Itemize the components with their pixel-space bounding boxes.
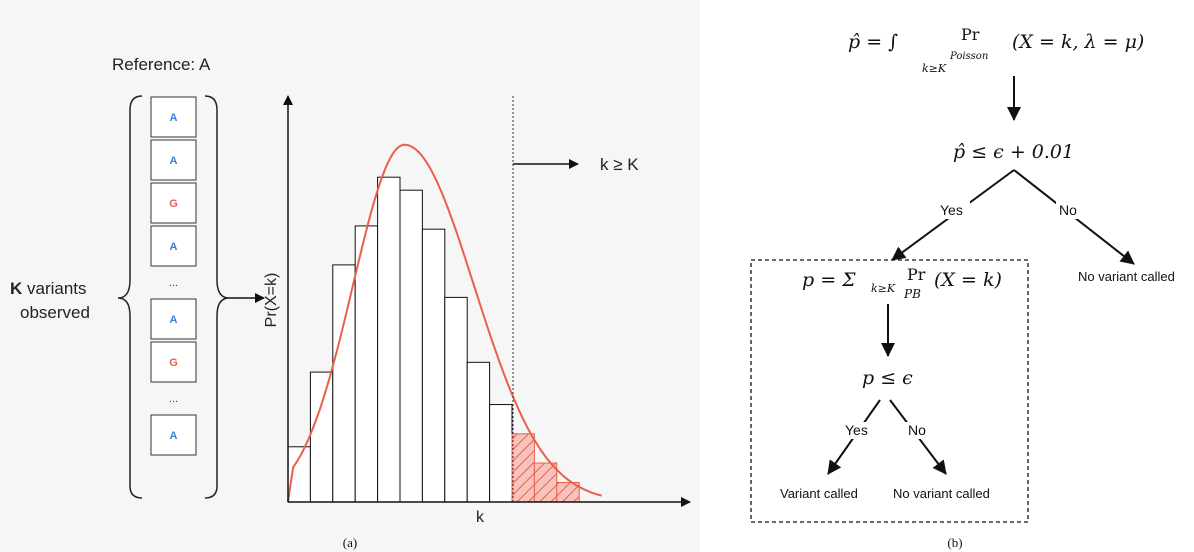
read-box — [150, 182, 197, 224]
variants-label-line2: observed — [20, 303, 90, 322]
histogram-bar — [466, 361, 491, 503]
histogram-bar — [309, 371, 334, 503]
no-label-2: No — [908, 422, 926, 438]
read-box — [150, 96, 197, 138]
formula-1-lhs: p̂ = ∫ — [848, 31, 898, 53]
formula-3-op: Pr — [907, 265, 926, 284]
threshold-label: k ≥ K — [600, 155, 639, 174]
read-box — [150, 414, 197, 456]
histogram-bar — [377, 176, 401, 503]
formula-1-sub: k≥K — [922, 62, 947, 75]
no-2-bg — [904, 422, 932, 439]
yes-2-bg — [842, 422, 874, 439]
distribution-curve — [287, 143, 602, 503]
variant-called: Variant called — [780, 486, 858, 501]
caption-a: (a) — [343, 535, 357, 550]
left-brace — [117, 95, 143, 499]
read-box — [150, 225, 197, 267]
yes-label-2: Yes — [845, 422, 868, 438]
x-axis-label: k — [476, 509, 485, 526]
formula-3-op-sub: PB — [903, 287, 921, 301]
variants-label-rest: variants — [22, 279, 86, 298]
read-reference-base: A — [170, 241, 178, 253]
formula-1-args: (X = k, λ = μ) — [1012, 31, 1144, 53]
yes-1-bg — [936, 201, 970, 219]
histogram-bar — [444, 296, 468, 503]
formula-1-op: Pr — [961, 25, 980, 44]
right-brace — [204, 95, 230, 499]
read-reference-base: A — [170, 155, 178, 167]
read-ellipsis: ... — [169, 277, 178, 289]
histogram-bar — [421, 228, 446, 503]
read-reference-base: A — [170, 430, 178, 442]
histogram-tail-bar — [511, 433, 535, 503]
histogram-bar — [489, 404, 513, 503]
formula-2: p̂ ≤ ϵ + 0.01 — [953, 141, 1074, 163]
read-stack: A A G A... A G... A — [150, 96, 197, 456]
histogram-bar — [332, 264, 356, 503]
yes-label-1: Yes — [940, 202, 963, 218]
read-variant-base: G — [169, 357, 178, 369]
formula-1-op-sub: Poisson — [949, 51, 988, 62]
variants-label: K variants — [10, 279, 87, 298]
formula-3-sub: k≥K — [871, 282, 896, 295]
read-reference-base: A — [170, 314, 178, 326]
formula-3-args: (X = k) — [934, 269, 1002, 291]
formula-3-lhs: p = Σ — [802, 269, 856, 291]
no-label-1: No — [1059, 202, 1077, 218]
histogram — [287, 143, 602, 503]
histogram-tail-bar — [533, 462, 558, 503]
conditional-test-box — [750, 259, 1029, 523]
read-ellipsis: ... — [169, 393, 178, 405]
read-box — [150, 341, 197, 383]
reference-label: Reference: A — [112, 55, 211, 74]
read-box — [150, 139, 197, 181]
read-box — [150, 298, 197, 340]
histogram-bar — [354, 225, 379, 503]
no-variant-called-2: No variant called — [893, 486, 990, 501]
formula-4: p ≤ ϵ — [862, 367, 913, 389]
y-axis-label: Pr(X=k) — [263, 273, 280, 328]
no-1-bg — [1056, 201, 1084, 219]
caption-b: (b) — [947, 535, 962, 550]
read-variant-base: G — [169, 198, 178, 210]
variants-label-k: K — [10, 279, 23, 298]
no-variant-called-1: No variant called — [1078, 269, 1175, 284]
read-reference-base: A — [170, 112, 178, 124]
histogram-bar — [399, 189, 423, 503]
